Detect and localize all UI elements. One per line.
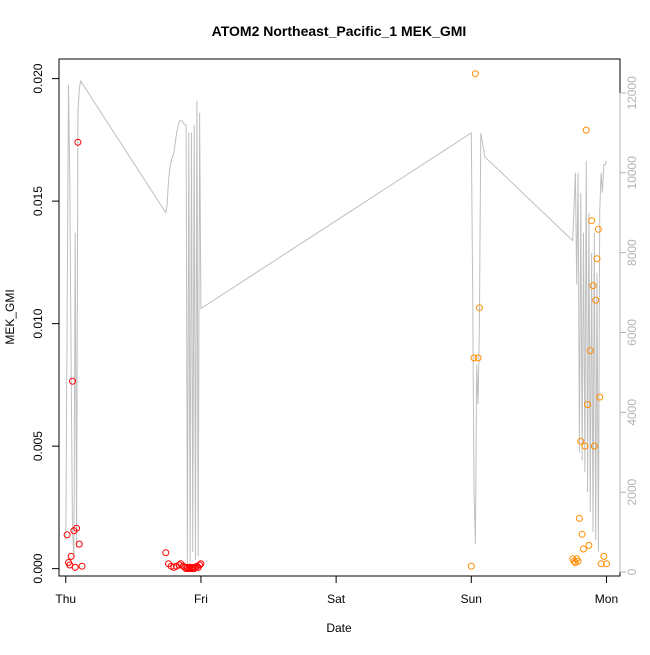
chart-title: ATOM2 Northeast_Pacific_1 MEK_GMI — [212, 23, 467, 39]
data-point — [73, 524, 81, 532]
data-point — [197, 560, 205, 568]
y2-tick-label: 2000 — [625, 478, 639, 505]
y-tick-label: 0.005 — [31, 431, 45, 461]
data-point — [78, 562, 86, 570]
data-point — [582, 126, 590, 134]
data-point — [63, 531, 71, 539]
data-point — [196, 561, 204, 569]
data-point — [586, 347, 594, 355]
y2-tick-label: 8000 — [625, 239, 639, 266]
y2-tick-label: 12000 — [625, 76, 639, 110]
y2-tick-label: 4000 — [625, 399, 639, 426]
x-tick-label: Mon — [595, 592, 618, 606]
data-point — [181, 563, 189, 571]
data-point — [470, 354, 478, 362]
y-tick-label: 0.000 — [31, 553, 45, 583]
data-point — [74, 138, 82, 146]
data-point — [183, 563, 191, 571]
y-axis-label: MEK_GMI — [3, 289, 17, 344]
data-point — [69, 377, 76, 385]
x-axis-label: Date — [326, 621, 352, 635]
data-point — [600, 552, 608, 560]
data-point — [467, 562, 475, 570]
y2-tick-label: 6000 — [625, 319, 639, 346]
data-point — [71, 563, 79, 571]
data-point — [593, 255, 601, 263]
altitude-line-layer — [65, 79, 607, 565]
altitude-line — [65, 79, 607, 565]
data-point — [577, 437, 585, 445]
x-tick-label: Sat — [327, 592, 346, 606]
data-point — [589, 282, 597, 290]
y-axis-right: 0 2000 4000 6000 8000 10000 12000 — [619, 76, 639, 575]
y-tick-label: 0.010 — [31, 308, 45, 338]
y-axis-left: 0.000 0.005 0.010 0.015 0.020 — [31, 63, 60, 584]
data-point — [603, 560, 610, 568]
data-point — [162, 549, 170, 557]
data-point — [185, 565, 193, 573]
data-point — [580, 545, 587, 553]
x-tick-label: Thu — [55, 592, 76, 606]
data-point — [592, 296, 600, 304]
points-layer — [63, 70, 610, 573]
data-point — [574, 557, 582, 565]
data-point — [597, 560, 605, 568]
data-point — [584, 401, 592, 408]
data-point — [588, 217, 596, 225]
data-point — [581, 442, 589, 450]
data-point — [578, 530, 586, 538]
y-tick-label: 0.020 — [31, 63, 45, 93]
x-tick-label: Fri — [194, 592, 208, 606]
data-point — [590, 442, 598, 450]
data-point — [182, 565, 190, 573]
data-point — [471, 70, 479, 78]
data-point — [67, 552, 75, 560]
data-point — [594, 225, 602, 233]
data-point — [596, 393, 604, 401]
data-point — [575, 514, 583, 522]
plot-box — [58, 58, 621, 577]
y-tick-label: 0.015 — [31, 186, 45, 216]
data-point — [585, 541, 593, 549]
y2-tick-label: 0 — [625, 568, 639, 575]
data-point — [474, 354, 482, 362]
data-point — [186, 563, 194, 571]
data-point — [475, 304, 483, 312]
y2-tick-label: 10000 — [625, 156, 639, 190]
data-point — [75, 540, 83, 548]
x-tick-label: Sun — [461, 592, 482, 606]
x-axis: Thu Fri Sat Sun Mon — [55, 575, 618, 606]
data-point — [189, 563, 197, 571]
